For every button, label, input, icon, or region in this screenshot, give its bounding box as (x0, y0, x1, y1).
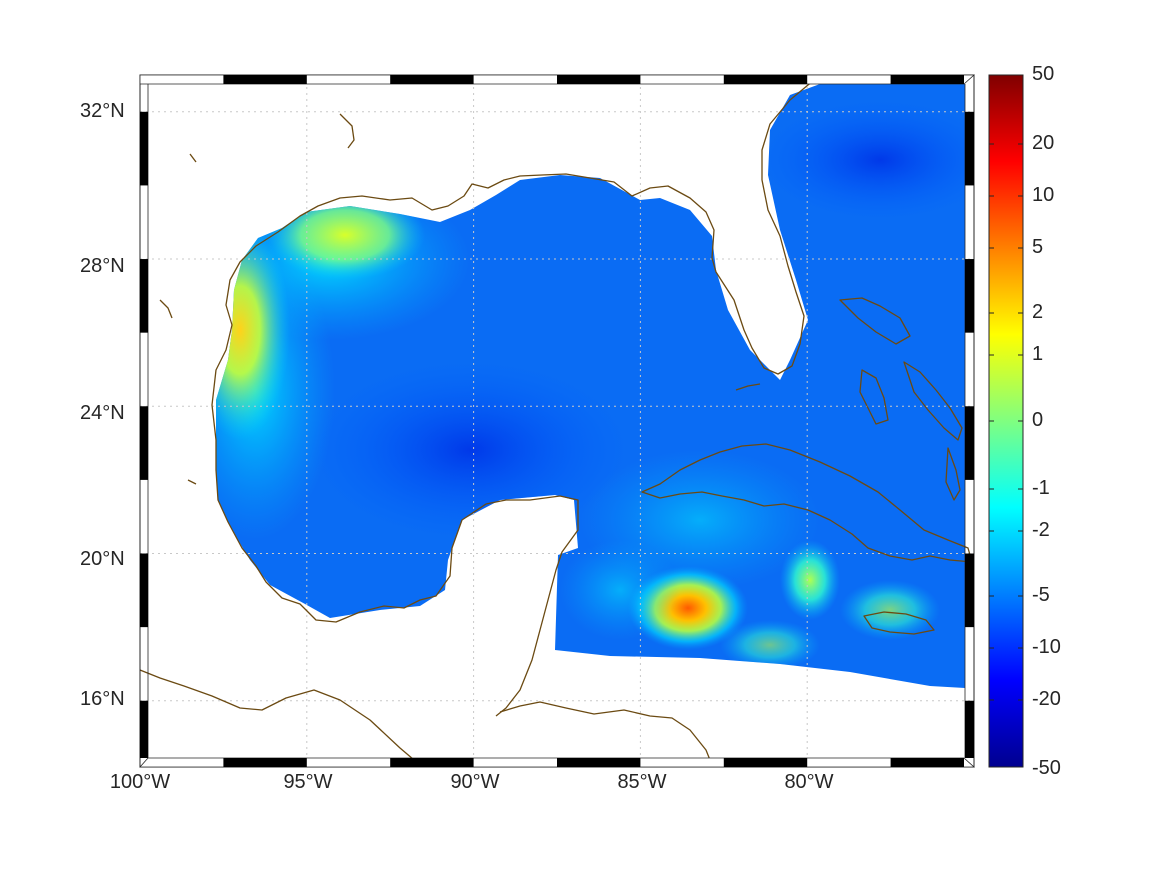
coastlines (139, 74, 973, 766)
colorbar-tick-label: 20 (1032, 132, 1055, 154)
frame-segment (390, 75, 474, 84)
colorbar-tick-label: -5 (1032, 584, 1050, 606)
lon-label-80w: 80°W (784, 771, 834, 793)
colorbar (988, 74, 1024, 768)
anomaly-field (216, 84, 965, 688)
colorbar-tick-label: 0 (1032, 409, 1044, 431)
frame-segment (140, 553, 148, 628)
frame-segment (965, 111, 974, 186)
frame-segment (965, 259, 974, 333)
frame-segment (723, 75, 808, 84)
graticule-grid (140, 75, 974, 767)
frame-segment (965, 700, 974, 758)
lon-label-85w: 85°W (617, 771, 667, 793)
frame-segment (223, 758, 307, 767)
frame-segment (223, 75, 307, 84)
colorbar-tick-label: -2 (1032, 519, 1050, 541)
colorbar-tick-label: 1 (1032, 343, 1044, 365)
lat-label-32n: 32°N (80, 100, 125, 122)
colorbar-tick-label: 2 (1032, 301, 1044, 323)
lat-label-20n: 20°N (80, 548, 125, 570)
frame-segment (140, 259, 148, 333)
frame-segment (890, 758, 964, 767)
frame-segment (140, 406, 148, 480)
frame-segment (723, 758, 808, 767)
lat-label-28n: 28°N (80, 255, 125, 277)
axes-frame (139, 74, 976, 768)
frame-segment (140, 700, 148, 758)
lon-label-95w: 95°W (283, 771, 333, 793)
frame-segment (140, 111, 148, 186)
colorbar-tick-label: -20 (1032, 688, 1061, 710)
frame-segment (390, 758, 474, 767)
lat-label-24n: 24°N (80, 402, 125, 424)
colorbar-tick-label: 5 (1032, 236, 1044, 258)
frame-segment (890, 75, 964, 84)
frame-segment (557, 75, 641, 84)
colorbar-tick-label: -1 (1032, 477, 1050, 499)
frame-segment (965, 406, 974, 480)
frame-segment (557, 758, 641, 767)
lon-label-100w: 100°W (109, 771, 171, 793)
colorbar-tick-label: 10 (1032, 184, 1055, 206)
colorbar-tick-label: -10 (1032, 636, 1061, 658)
colorbar-tick-label: -50 (1032, 757, 1061, 779)
lat-label-16n: 16°N (80, 688, 125, 710)
frame-segment (965, 553, 974, 628)
lon-label-90w: 90°W (450, 771, 500, 793)
colorbar-tick-label: 50 (1032, 63, 1055, 85)
